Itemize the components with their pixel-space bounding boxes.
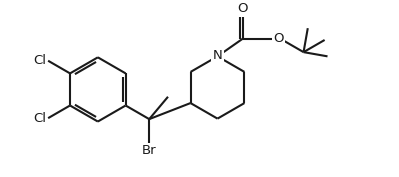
Text: Cl: Cl [33, 112, 46, 125]
Text: O: O [273, 32, 284, 45]
Text: N: N [213, 49, 222, 62]
Text: Cl: Cl [33, 54, 46, 67]
Text: O: O [238, 2, 248, 15]
Text: Br: Br [142, 144, 156, 157]
